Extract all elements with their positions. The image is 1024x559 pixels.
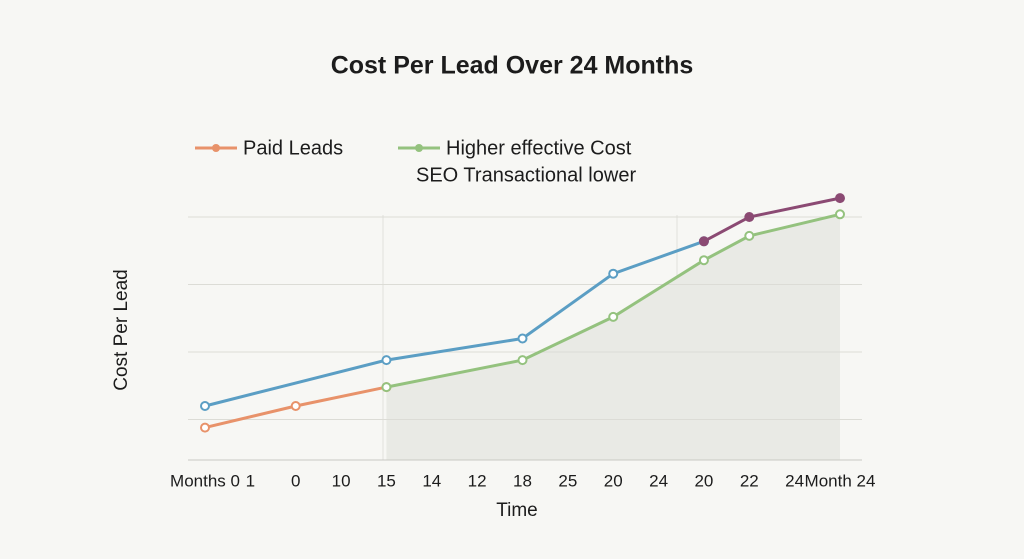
data-point: [608, 311, 619, 322]
x-tick-label: 22: [740, 471, 759, 490]
x-tick-label: 14: [422, 471, 441, 490]
data-point: [698, 236, 709, 247]
series-line: [386, 212, 841, 389]
data-point: [835, 193, 845, 204]
x-tick-label: 1: [246, 471, 255, 490]
x-tick-label: 12: [468, 471, 487, 490]
data-point: [744, 212, 755, 222]
data-point: [381, 382, 392, 393]
chart-title: Cost Per Lead Over 24 Months: [331, 52, 694, 80]
x-tick-label: 20: [604, 471, 623, 490]
legend-label: Paid Leads: [243, 137, 343, 159]
legend-marker: [212, 144, 220, 152]
legend-marker: [415, 144, 423, 152]
x-tick-label: 24: [649, 471, 668, 490]
data-point: [608, 268, 619, 279]
x-tick-label: 0: [291, 471, 300, 490]
x-tick-label: 24: [785, 471, 804, 490]
data-point: [698, 255, 709, 266]
data-point: [835, 209, 845, 220]
y-axis-label: Cost Per Lead: [111, 269, 132, 390]
data-point: [381, 355, 392, 366]
x-tick-label: 10: [332, 471, 351, 490]
x-tick-label: Month 24: [805, 471, 876, 490]
legend-note: SEO Transactional lower: [416, 164, 636, 186]
data-point: [200, 422, 210, 433]
x-tick-label: 15: [377, 471, 396, 490]
x-tick-label: 18: [513, 471, 532, 490]
data-point: [290, 401, 301, 411]
x-axis-label: Time: [496, 500, 538, 521]
x-tick-label: Months 0: [170, 471, 240, 490]
legend-label: Higher effective Cost: [446, 137, 632, 159]
data-point: [517, 333, 528, 344]
data-point: [744, 230, 755, 241]
data-point: [517, 355, 528, 366]
area-fill: [386, 214, 840, 460]
x-tick-label: 25: [558, 471, 577, 490]
x-tick-label: 20: [694, 471, 713, 490]
data-point: [200, 401, 210, 411]
